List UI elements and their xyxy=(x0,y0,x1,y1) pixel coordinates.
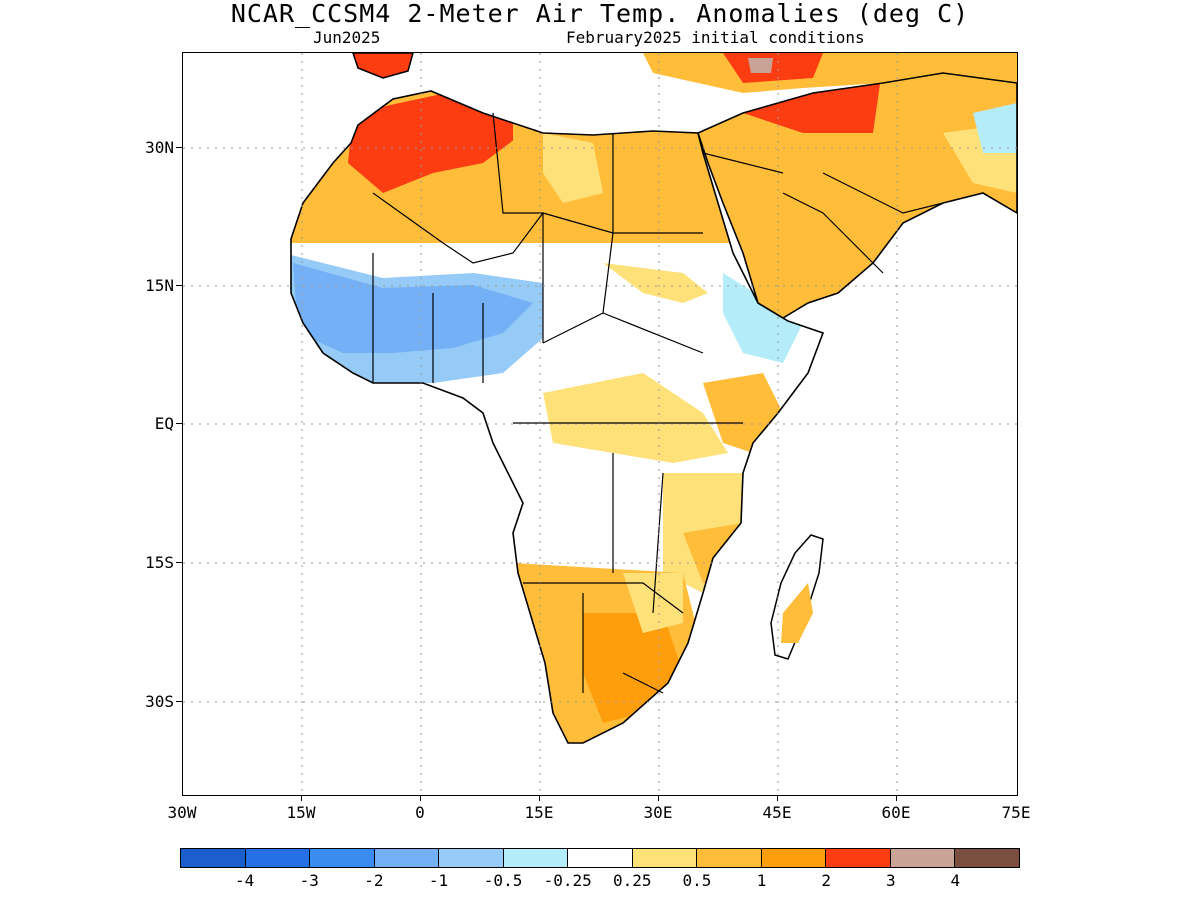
colorbar-label: 0.5 xyxy=(682,871,712,890)
lat-label-15s: 15S xyxy=(145,553,174,572)
lon-label-60e: 60E xyxy=(881,803,911,822)
lat-tick xyxy=(176,701,182,702)
lon-tick xyxy=(658,795,659,801)
colorbar-label: -4 xyxy=(234,871,255,890)
colorbar-swatch xyxy=(697,849,762,867)
map-panel xyxy=(182,52,1018,796)
colorbar-label: 3 xyxy=(885,871,896,890)
colorbar-swatch xyxy=(632,849,698,867)
lon-label-45e: 45E xyxy=(762,803,792,822)
chart-title: NCAR_CCSM4 2-Meter Air Temp. Anomalies (… xyxy=(230,0,970,28)
anomaly-map xyxy=(183,53,1017,795)
lon-tick xyxy=(420,795,421,801)
lat-tick xyxy=(176,147,182,148)
lon-label-30w: 30W xyxy=(167,803,197,822)
colorbar-label: 4 xyxy=(950,871,961,890)
lon-tick xyxy=(896,795,897,801)
colorbar-swatch xyxy=(955,849,1019,867)
lat-label-eq: EQ xyxy=(154,414,174,433)
colorbar-label: 1 xyxy=(756,871,767,890)
lon-label-0: 0 xyxy=(415,803,425,822)
lon-tick xyxy=(539,795,540,801)
lat-tick xyxy=(176,423,182,424)
colorbar-label: 0.25 xyxy=(613,871,652,890)
lon-label-15w: 15W xyxy=(286,803,316,822)
colorbar-swatch xyxy=(245,849,311,867)
lon-tick xyxy=(777,795,778,801)
lat-label-30s: 30S xyxy=(145,692,174,711)
lat-label-15n: 15N xyxy=(145,276,174,295)
colorbar-swatch xyxy=(761,849,827,867)
colorbar-swatch xyxy=(181,849,246,867)
country-borders xyxy=(372,112,944,694)
grid-lines xyxy=(183,53,1017,795)
colorbar-label: -3 xyxy=(299,871,319,890)
lon-label-75e: 75E xyxy=(1001,803,1031,822)
colorbar-swatch xyxy=(439,849,504,867)
forecast-month: Jun2025 xyxy=(313,28,381,47)
lon-tick xyxy=(301,795,302,801)
colorbar-label: -0.5 xyxy=(483,871,523,890)
colorbar xyxy=(180,848,1020,868)
colorbar-swatch xyxy=(374,849,440,867)
europe-coast xyxy=(352,53,414,79)
lat-tick xyxy=(176,562,182,563)
colorbar-swatch xyxy=(568,849,633,867)
colorbar-label: -0.25 xyxy=(543,871,592,890)
colorbar-label: 2 xyxy=(821,871,831,890)
colorbar-swatch xyxy=(503,849,569,867)
initial-conditions-label: February2025 initial conditions xyxy=(566,28,865,47)
lon-label-30e: 30E xyxy=(643,803,673,822)
lon-label-15e: 15E xyxy=(524,803,554,822)
colorbar-swatch xyxy=(310,849,375,867)
lat-tick xyxy=(176,285,182,286)
colorbar-label: -1 xyxy=(428,871,449,890)
colorbar-swatch xyxy=(890,849,956,867)
colorbar-label: -2 xyxy=(364,871,384,890)
colorbar-swatch xyxy=(826,849,891,867)
lat-label-30n: 30N xyxy=(145,138,174,157)
